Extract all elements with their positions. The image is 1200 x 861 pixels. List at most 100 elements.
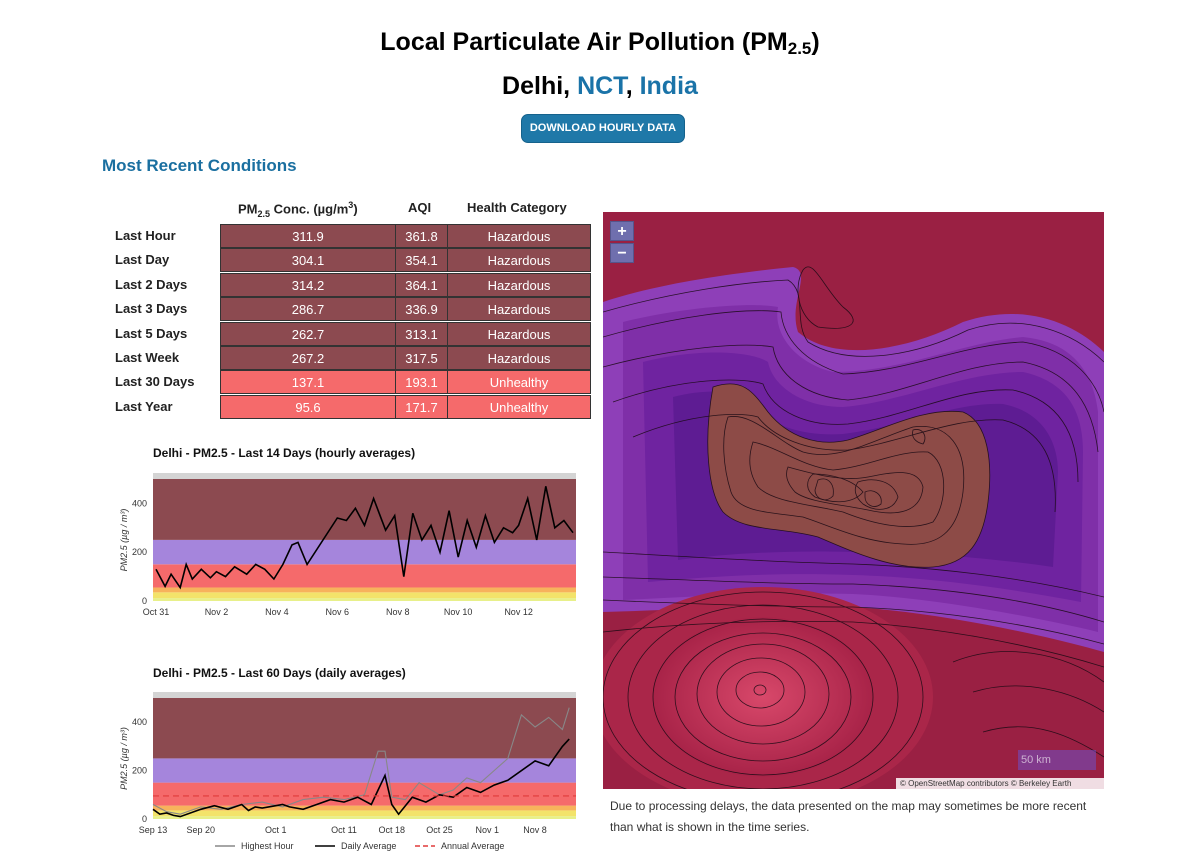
x-tick-label: Nov 10 bbox=[444, 607, 473, 617]
y-tick-label: 400 bbox=[132, 498, 147, 508]
aqi-band bbox=[153, 539, 576, 565]
row-label: Last 3 Days bbox=[115, 301, 188, 317]
aqi-cell: 336.9 bbox=[395, 297, 448, 322]
health-cell: Hazardous bbox=[447, 272, 591, 297]
region-link[interactable]: NCT bbox=[577, 72, 626, 100]
table-row: Last 30 Days 137.1 193.1 Unhealthy bbox=[110, 370, 592, 395]
conc-cell: 137.1 bbox=[220, 370, 396, 395]
y-axis-label: PM2.5 (µg / m³) bbox=[119, 727, 129, 790]
city-name: Delhi bbox=[502, 72, 564, 100]
x-tick-label: Oct 31 bbox=[143, 607, 170, 617]
y-tick-label: 0 bbox=[142, 814, 147, 824]
section-title: Most Recent Conditions bbox=[102, 156, 297, 175]
aqi-band bbox=[153, 805, 576, 811]
column-header-health: Health Category bbox=[467, 200, 567, 215]
x-tick-label: Oct 25 bbox=[426, 825, 453, 835]
aqi-band bbox=[153, 810, 576, 817]
row-label: Last 30 Days bbox=[115, 374, 195, 390]
pollution-map[interactable] bbox=[603, 212, 1104, 789]
row-label: Last Day bbox=[115, 252, 170, 268]
table-row: Last Year 95.6 171.7 Unhealthy bbox=[110, 394, 592, 419]
aqi-band bbox=[153, 587, 576, 593]
aqi-cell: 317.5 bbox=[395, 346, 448, 370]
table-row: Last 2 Days 314.2 364.1 Hazardous bbox=[110, 272, 592, 297]
x-tick-label: Oct 11 bbox=[331, 825, 357, 835]
x-tick-label: Nov 2 bbox=[205, 607, 229, 617]
row-label: Last Year bbox=[115, 398, 173, 414]
row-label: Last Hour bbox=[115, 228, 176, 243]
series-line bbox=[155, 486, 574, 590]
y-axis-label: PM2.5 (µg / m³) bbox=[119, 509, 129, 572]
x-tick-label: Nov 8 bbox=[523, 825, 547, 835]
hourly-chart-title: Delhi - PM2.5 - Last 14 Days (hourly ave… bbox=[153, 446, 416, 460]
aqi-band bbox=[153, 592, 576, 599]
health-cell: Unhealthy bbox=[447, 370, 591, 395]
x-tick-label: Nov 4 bbox=[265, 607, 289, 617]
highest-hour-line bbox=[152, 707, 570, 815]
daily-chart: 0 200 400 Sep 13 Sep 20 Oct 1 Oct 11 Oct 18 Oct … bbox=[119, 692, 576, 851]
map-scale-bar: 50 km bbox=[1018, 750, 1096, 770]
row-label: Last Week bbox=[115, 350, 180, 365]
y-tick-label: 400 bbox=[132, 717, 147, 727]
conc-cell: 314.2 bbox=[220, 272, 396, 297]
health-cell: Hazardous bbox=[447, 224, 591, 248]
health-cell: Unhealthy bbox=[447, 394, 591, 419]
x-tick-label: Sep 20 bbox=[186, 825, 215, 835]
legend-entry: Daily Average bbox=[341, 841, 396, 851]
daily-average-line bbox=[152, 738, 570, 818]
column-header-aqi: AQI bbox=[408, 200, 432, 215]
x-tick-label: Nov 1 bbox=[476, 825, 500, 835]
aqi-cell: 364.1 bbox=[395, 272, 448, 297]
x-tick-label: Oct 1 bbox=[265, 825, 287, 835]
aqi-cell: 354.1 bbox=[395, 248, 448, 273]
legend-entry: Highest Hour bbox=[241, 841, 294, 851]
conc-cell: 286.7 bbox=[220, 297, 396, 322]
zoom-out-button[interactable]: − bbox=[610, 243, 634, 263]
x-tick-label: Sep 13 bbox=[139, 825, 168, 835]
aqi-cell: 361.8 bbox=[395, 224, 448, 248]
health-cell: Hazardous bbox=[447, 297, 591, 322]
x-tick-label: Nov 8 bbox=[386, 607, 410, 617]
conc-cell: 311.9 bbox=[220, 224, 396, 248]
health-cell: Hazardous bbox=[447, 321, 591, 346]
aqi-band bbox=[153, 816, 576, 819]
y-tick-label: 200 bbox=[132, 547, 147, 557]
table-row: Last 5 Days 262.7 313.1 Hazardous bbox=[110, 321, 592, 346]
x-tick-label: Nov 6 bbox=[326, 607, 350, 617]
pollution-contour-map bbox=[603, 212, 1104, 789]
aqi-cell: 313.1 bbox=[395, 321, 448, 346]
chart-top-strip bbox=[153, 692, 576, 698]
legend-entry: Annual Average bbox=[441, 841, 504, 851]
conc-cell: 304.1 bbox=[220, 248, 396, 273]
table-row: Last 3 Days 286.7 336.9 Hazardous bbox=[110, 297, 592, 322]
chart-top-strip bbox=[153, 473, 576, 479]
aqi-band bbox=[153, 598, 576, 601]
location-breadcrumb: Delhi, NCT, India bbox=[502, 72, 698, 100]
map-note: Due to processing delays, the data prese… bbox=[610, 799, 1087, 834]
aqi-cell: 193.1 bbox=[395, 370, 448, 395]
conc-cell: 95.6 bbox=[220, 394, 396, 419]
aqi-band bbox=[153, 698, 576, 759]
download-hourly-data-button[interactable]: DOWNLOAD HOURLY DATA bbox=[521, 114, 685, 143]
row-label: Last 2 Days bbox=[115, 276, 188, 292]
y-tick-label: 200 bbox=[132, 766, 147, 776]
table-row: Last Day 304.1 354.1 Hazardous bbox=[110, 248, 592, 273]
daily-chart-title: Delhi - PM2.5 - Last 60 Days (daily aver… bbox=[153, 666, 406, 680]
column-header-conc: PM2.5 Conc. (µg/m3) bbox=[238, 200, 358, 219]
conc-cell: 267.2 bbox=[220, 346, 396, 370]
row-label: Last 5 Days bbox=[115, 325, 188, 341]
page-title: Local Particulate Air Pollution (PM2.5) bbox=[380, 28, 820, 58]
aqi-band bbox=[153, 758, 576, 783]
map-attribution[interactable]: © OpenStreetMap contributors © Berkeley … bbox=[896, 778, 1104, 789]
x-tick-label: Nov 12 bbox=[504, 607, 533, 617]
hourly-chart: 0 200 400 Oct 31 Nov 2 Nov 4 Nov 6 Nov 8 Nov 10 N… bbox=[119, 473, 576, 617]
y-tick-label: 0 bbox=[142, 596, 147, 606]
table-row: Last Hour 311.9 361.8 Hazardous bbox=[110, 224, 592, 248]
x-tick-label: Oct 18 bbox=[379, 825, 406, 835]
health-cell: Hazardous bbox=[447, 346, 591, 370]
aqi-cell: 171.7 bbox=[395, 394, 448, 419]
zoom-in-button[interactable]: + bbox=[610, 221, 634, 241]
health-cell: Hazardous bbox=[447, 248, 591, 273]
conc-cell: 262.7 bbox=[220, 321, 396, 346]
country-link[interactable]: India bbox=[639, 72, 698, 100]
